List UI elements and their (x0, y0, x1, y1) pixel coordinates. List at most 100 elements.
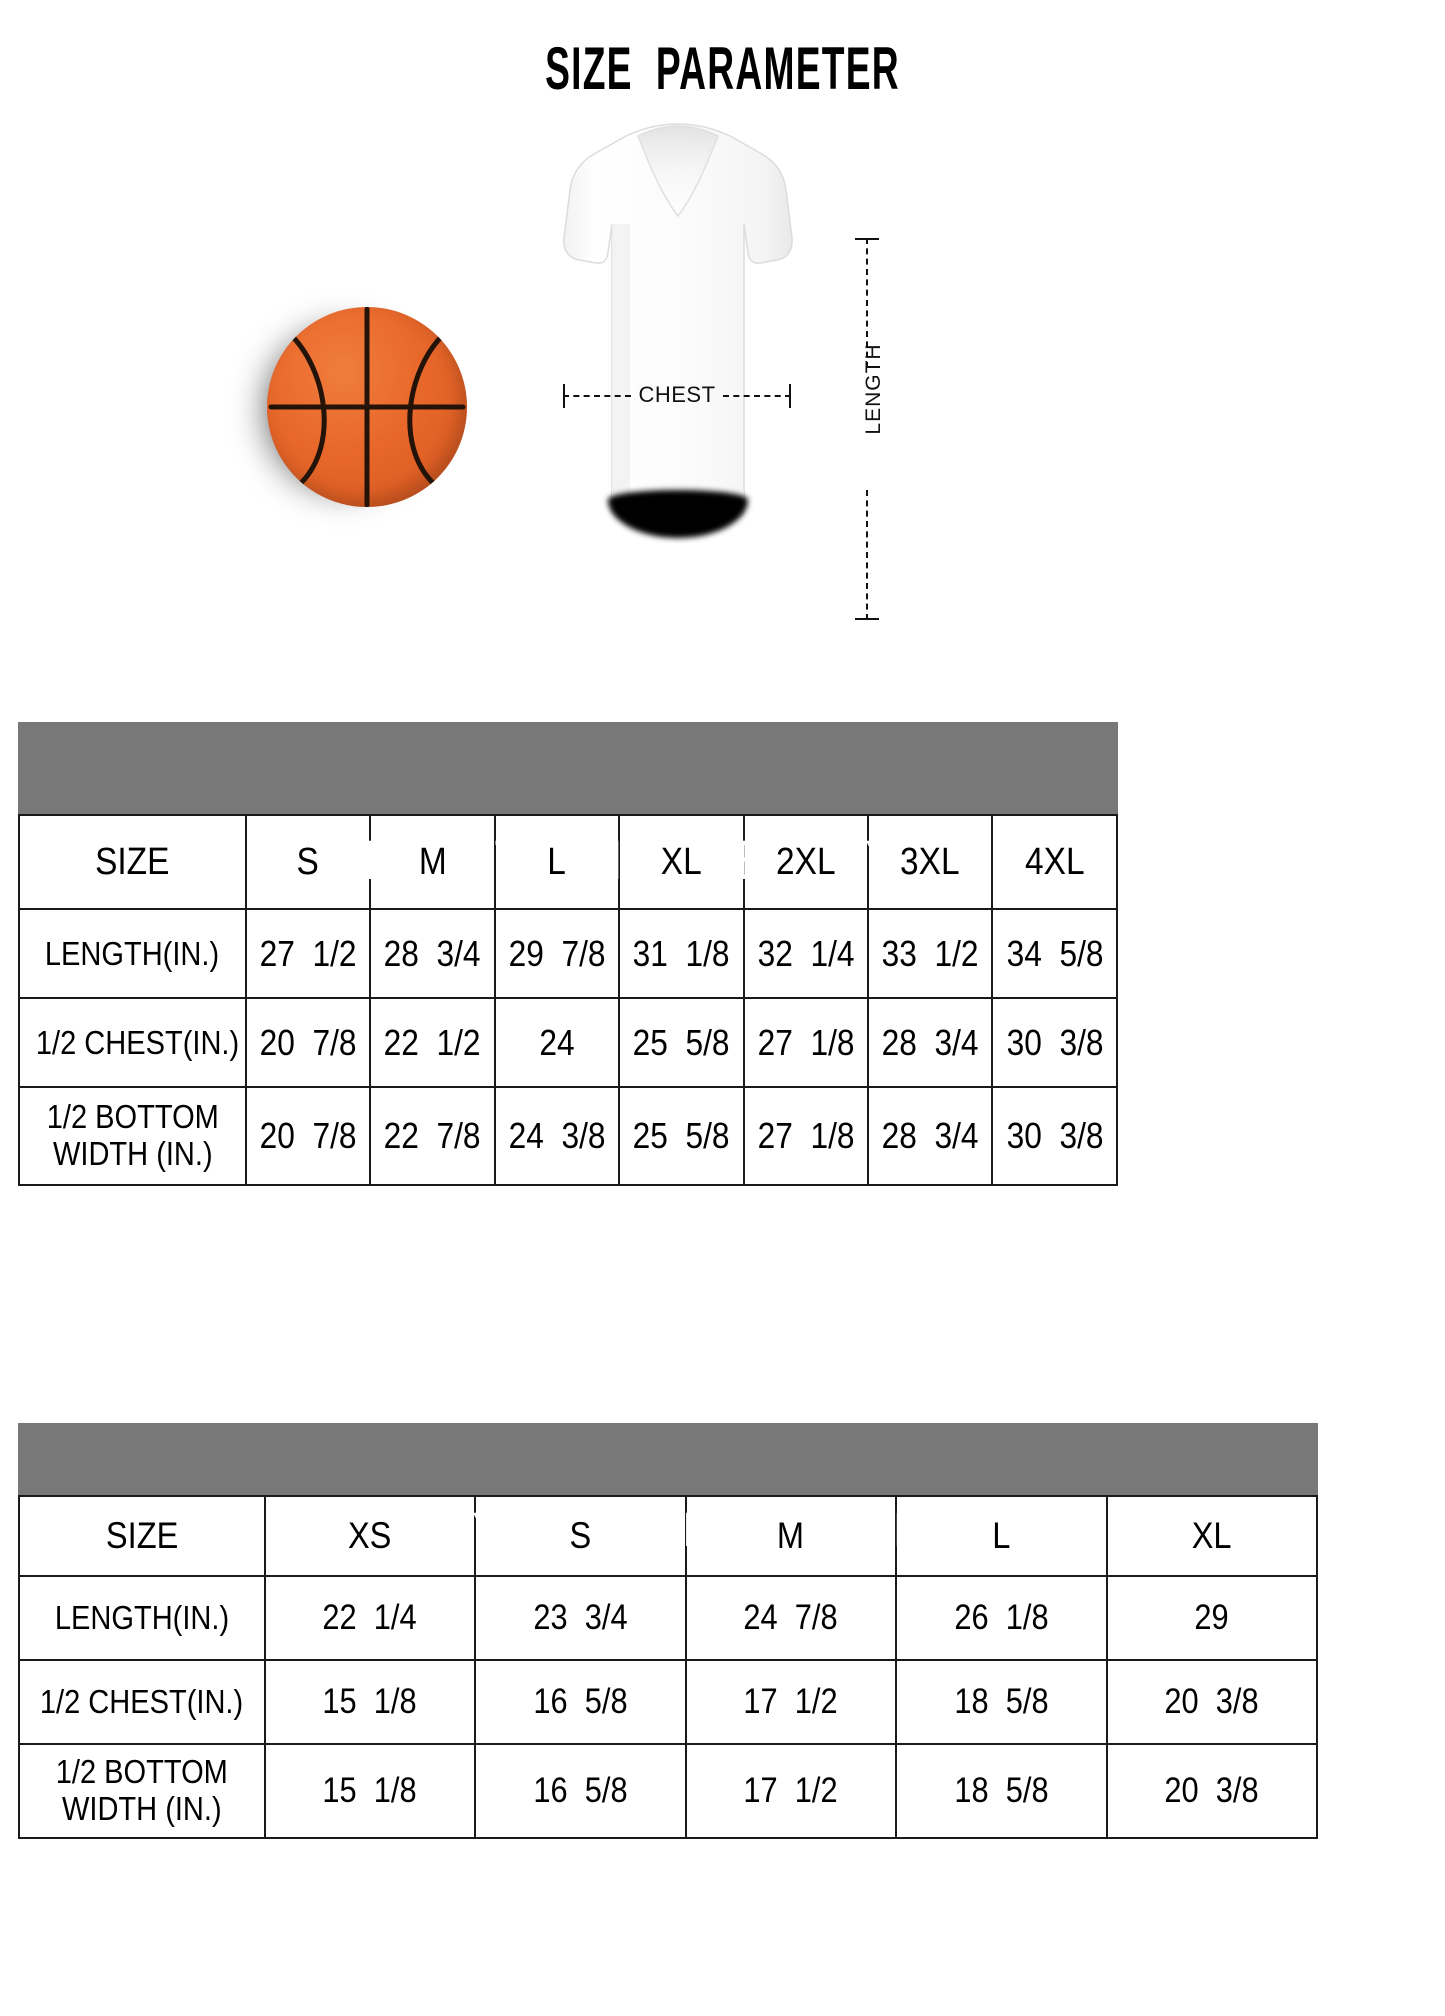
table-cell: 34 5/8 (991, 908, 1118, 999)
table-cell: 26 1/8 (895, 1575, 1108, 1661)
row-label: LENGTH(IN.) (18, 1575, 266, 1661)
cell-text: 30 3/8 (1006, 1021, 1104, 1063)
column-header-xl: XL (618, 814, 745, 910)
cell-text: 4XL (1024, 840, 1085, 883)
cell-text: 20 7/8 (259, 1021, 357, 1063)
length-dash-top (866, 238, 868, 368)
cell-text: XS (348, 1515, 392, 1556)
cell-text: 1/2 CHEST(IN.) (35, 1023, 240, 1061)
length-dash-bottom (866, 490, 868, 620)
cell-text: 28 3/4 (881, 1115, 979, 1156)
table-cell: 29 (1105, 1575, 1319, 1661)
column-header-xs: XS (263, 1495, 477, 1577)
table-cell: 27 1/8 (742, 997, 870, 1088)
table-row: 1/2 CHEST(IN.) 15 1/8 16 5/8 17 1/2 18 5/8 20… (18, 1659, 1319, 1745)
column-header-xl: XL (1105, 1495, 1319, 1577)
table-cell: 32 1/4 (742, 908, 870, 999)
row-label: 1/2 BOTTOM WIDTH (IN.) (18, 1743, 266, 1839)
jersey-icon (548, 120, 808, 540)
cell-text: 34 5/8 (1006, 932, 1104, 974)
table-cell: 16 5/8 (474, 1659, 687, 1745)
cell-text: L (547, 840, 567, 883)
cell-text: 28 3/4 (383, 932, 481, 974)
cell-text: 27 1/2 (259, 932, 357, 974)
cell-text: 1/2 BOTTOM WIDTH (IN.) (55, 1753, 228, 1827)
table-cell: 24 7/8 (684, 1575, 898, 1661)
cell-text: 29 (1194, 1598, 1229, 1637)
boys-table-body: SIZE XS S M L XL LENGTH(IN.) 22 1/4 23 3/4 24 7/8… (18, 1495, 1319, 1839)
column-header-size: SIZE (18, 1495, 266, 1577)
table-cell: 22 1/2 (369, 997, 496, 1088)
cell-text: 32 1/4 (757, 932, 855, 974)
basketball-icon (245, 285, 495, 535)
table-cell: 18 5/8 (895, 1659, 1108, 1745)
row-label: LENGTH(IN.) (18, 908, 247, 999)
row-label: 1/2 CHEST(IN.) (18, 1659, 266, 1745)
boys-size-table-block: BOY’S AUTHENTIC JERSEYS SIZE XS S M L XL LENGT… (18, 1423, 1319, 1839)
cell-text: 20 3/8 (1164, 1682, 1259, 1721)
cell-text: S (569, 1515, 592, 1556)
column-header-2xl: 2XL (742, 814, 870, 910)
boys-table-banner-label: BOY’S AUTHENTIC JERSEYS (414, 1504, 976, 1557)
table-cell: 20 3/8 (1105, 1659, 1319, 1745)
column-header-s: S (474, 1495, 687, 1577)
column-header-4xl: 4XL (991, 814, 1118, 910)
chest-dash-right (723, 395, 791, 397)
table-header-row: SIZE XS S M L XL (18, 1495, 1319, 1577)
column-header-size: SIZE (18, 814, 247, 910)
table-cell: 31 1/8 (618, 908, 745, 999)
cell-text: 20 3/8 (1164, 1771, 1259, 1810)
cell-text: XL (1191, 1515, 1232, 1556)
basketball-seams-icon (268, 307, 466, 507)
cell-text: 18 5/8 (954, 1682, 1049, 1721)
cell-text: 24 (539, 1021, 575, 1063)
table-cell: 27 1/2 (244, 908, 372, 999)
chest-cap-right (789, 384, 791, 408)
chest-label: CHEST (638, 382, 716, 407)
cell-text: 29 7/8 (508, 932, 606, 974)
table-cell: 20 3/8 (1105, 1743, 1319, 1839)
cell-text: XL (660, 840, 702, 883)
cell-text: L (992, 1515, 1011, 1556)
cell-text: 23 3/4 (533, 1598, 628, 1637)
cell-text: 15 1/8 (322, 1771, 418, 1810)
table-cell: 33 1/2 (867, 908, 994, 999)
table-cell: 22 7/8 (369, 1086, 496, 1186)
cell-text: SIZE (95, 840, 170, 883)
table-cell: 25 5/8 (618, 1086, 745, 1186)
table-cell: 28 3/4 (867, 997, 994, 1088)
cell-text: M (418, 840, 447, 883)
table-cell: 25 5/8 (618, 997, 745, 1088)
cell-text: 27 1/8 (757, 1021, 855, 1063)
cell-text: 22 7/8 (383, 1115, 481, 1156)
cell-text: 16 5/8 (533, 1682, 628, 1721)
table-cell: 17 1/2 (684, 1659, 898, 1745)
table-cell: 27 1/8 (742, 1086, 870, 1186)
table-cell: 24 (493, 997, 621, 1088)
size-diagram: CHEST LENGTH (0, 110, 1445, 620)
table-row: 1/2 BOTTOM WIDTH (IN.) 15 1/8 16 5/8 17 1/2… (18, 1743, 1319, 1839)
table-cell: 16 5/8 (474, 1743, 687, 1839)
cell-text: 33 1/2 (881, 932, 979, 974)
cell-text: 1/2 BOTTOM WIDTH (IN.) (46, 1098, 219, 1172)
length-dimension-line: LENGTH (855, 238, 885, 620)
cell-text: 27 1/8 (757, 1115, 855, 1156)
cell-text: 25 5/8 (632, 1021, 730, 1063)
basketball-sphere (267, 307, 467, 507)
cell-text: 18 5/8 (954, 1771, 1049, 1810)
cell-text: 16 5/8 (533, 1771, 628, 1810)
cell-text: M (777, 1515, 805, 1556)
cell-text: LENGTH(IN.) (54, 1599, 230, 1636)
table-cell: 22 1/4 (263, 1575, 477, 1661)
mens-table-banner: MEN’S AUTHENTIC JERSEYS (18, 722, 1118, 891)
table-cell: 24 3/8 (493, 1086, 621, 1186)
table-cell: 29 7/8 (493, 908, 621, 999)
row-label: 1/2 BOTTOM WIDTH (IN.) (18, 1086, 247, 1186)
cell-text: 2XL (776, 840, 836, 883)
cell-text: 24 3/8 (508, 1115, 606, 1156)
cell-text: 31 1/8 (632, 932, 730, 974)
cell-text: 30 3/8 (1006, 1115, 1104, 1156)
page-title: SIZE PARAMETER (545, 35, 900, 102)
table-row: 1/2 BOTTOM WIDTH (IN.) 20 7/8 22 7/8 24 3/8… (18, 1086, 1118, 1186)
column-header-m: M (369, 814, 496, 910)
